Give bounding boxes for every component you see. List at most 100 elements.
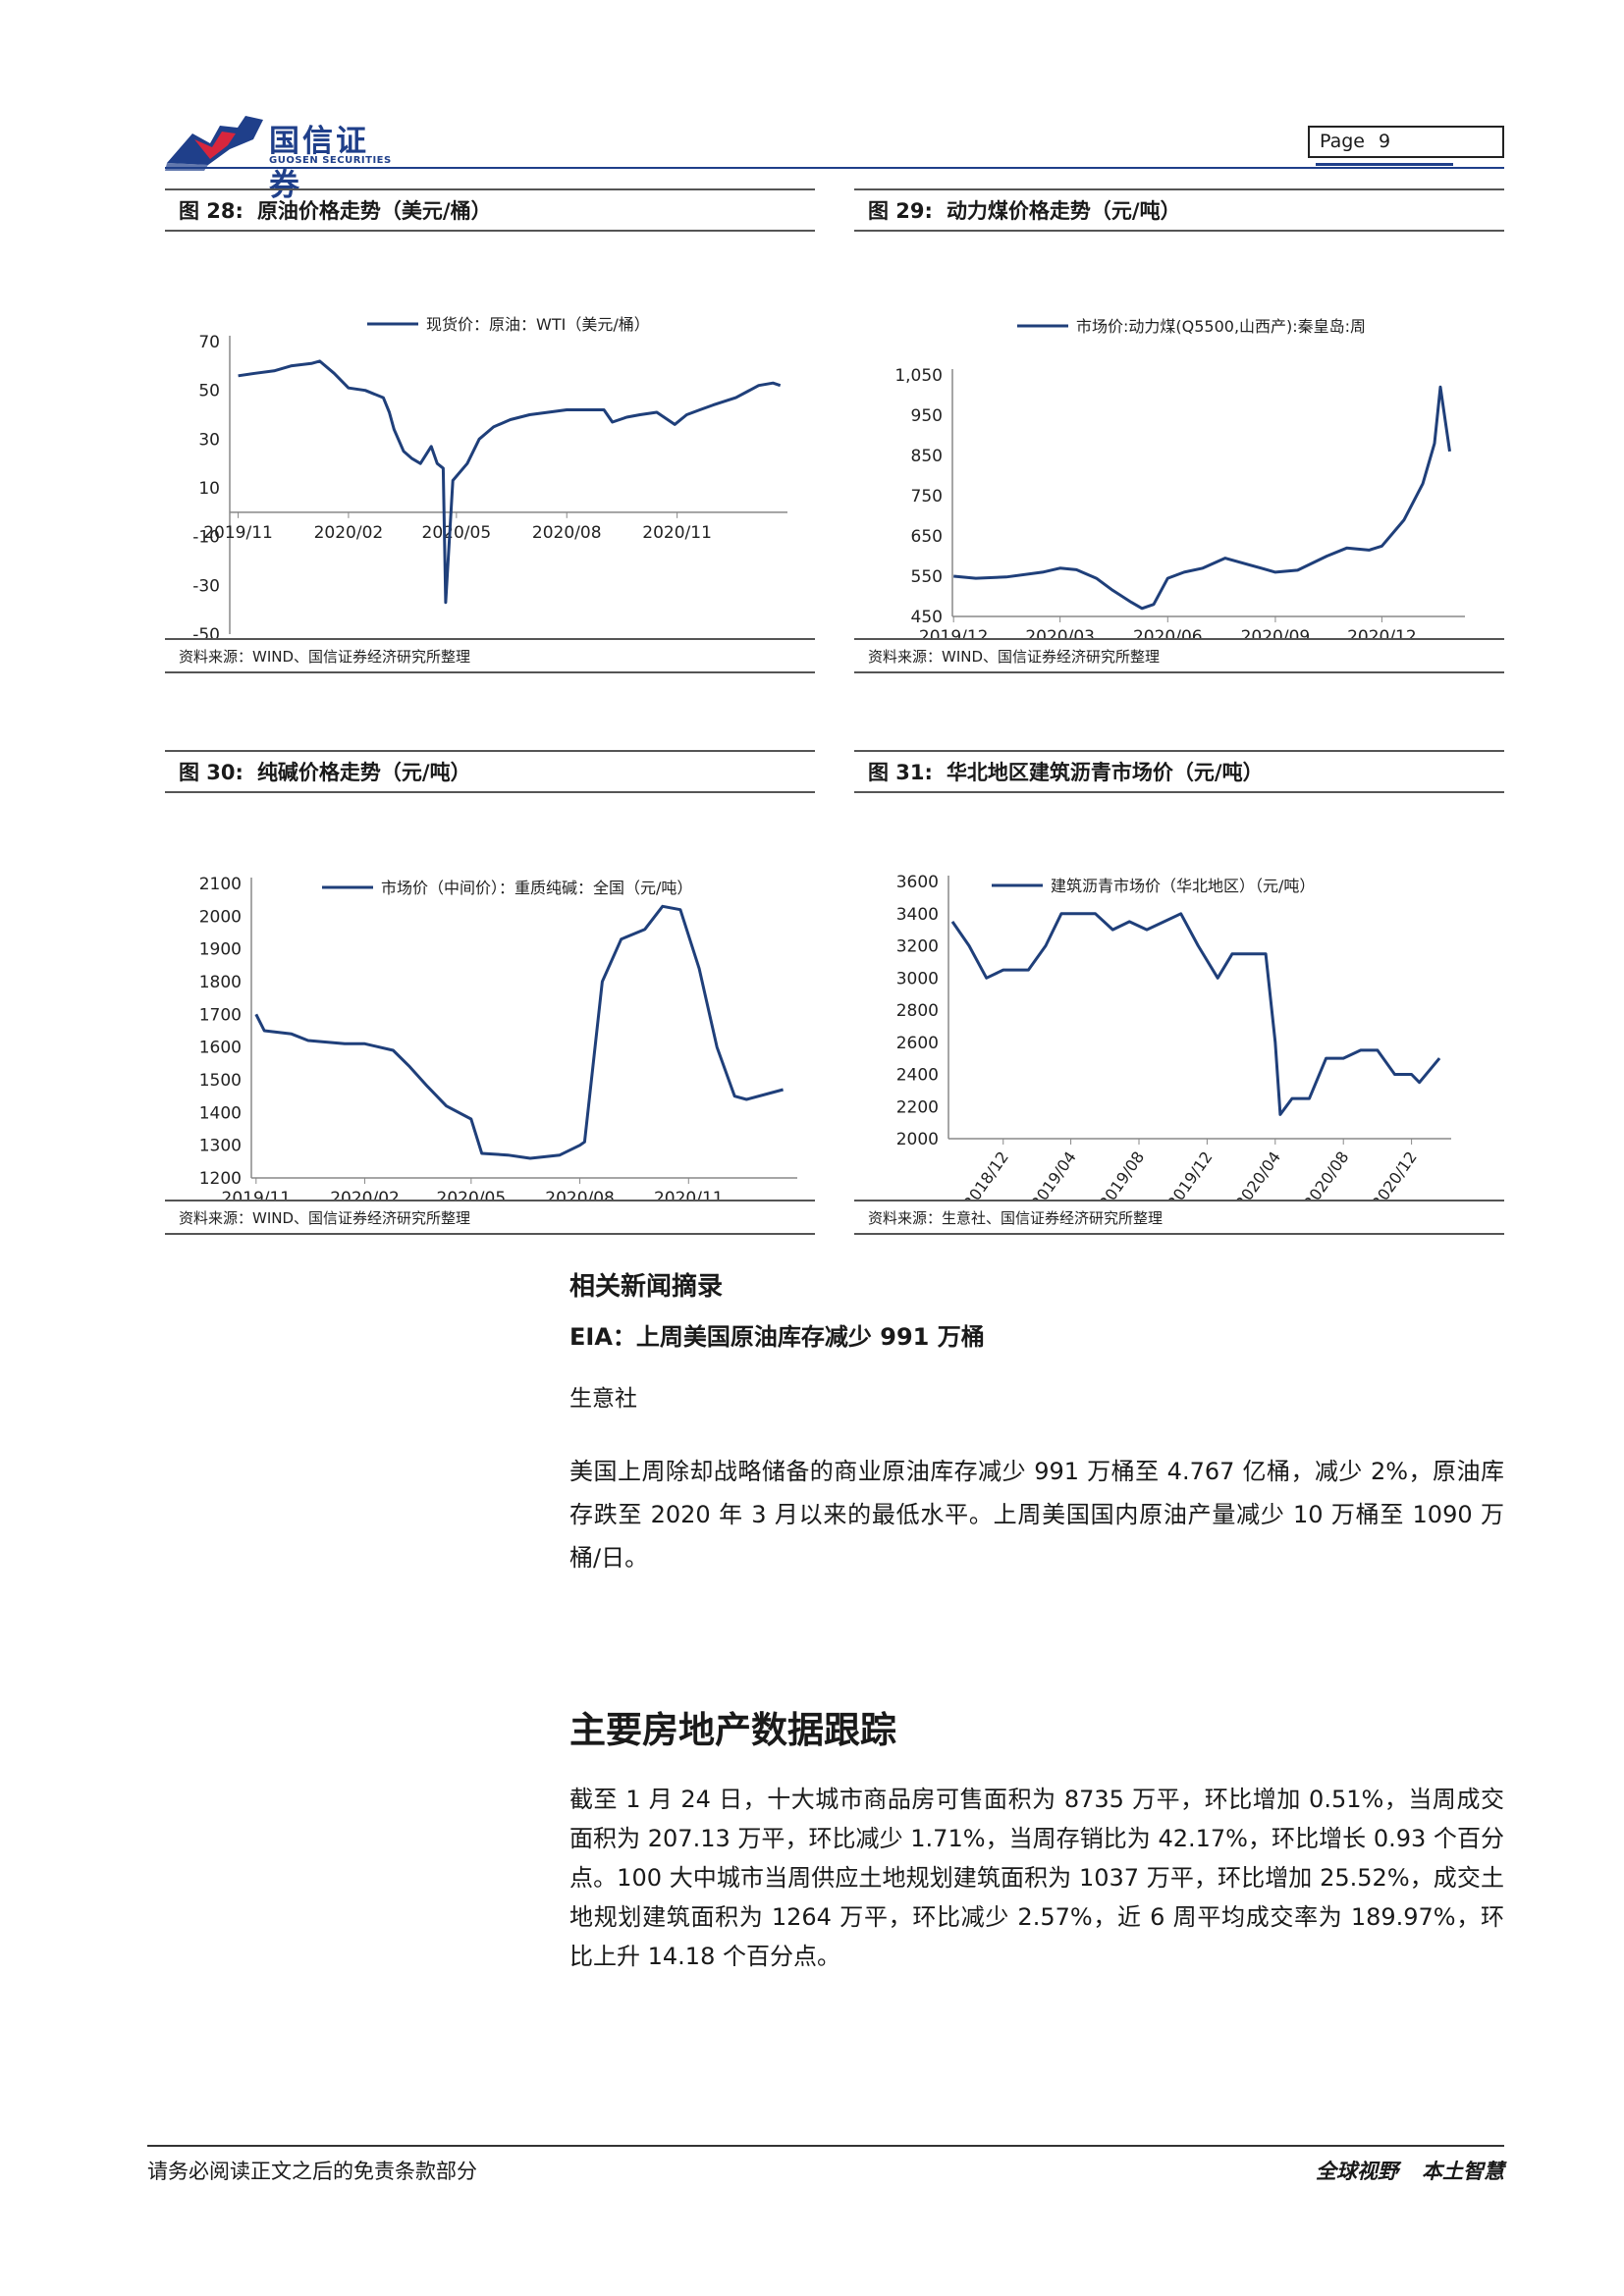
figure-30: 图 30: 纯碱价格走势（元/吨） 市场价（中间价）：重质纯碱：全国（元/吨） 21… xyxy=(165,750,815,1235)
x-tick-label: 2019/12 xyxy=(1164,1148,1217,1200)
y-tick-label: -50 xyxy=(192,625,220,638)
y-tick-label: 650 xyxy=(911,527,943,547)
news-body: 美国上周除却战略储备的商业原油库存减少 991 万桶至 4.767 亿桶，减少 … xyxy=(569,1458,1504,1572)
y-tick-label: -10 xyxy=(192,528,220,548)
series-line xyxy=(254,904,784,1160)
figure-title: 图 29: 动力煤价格走势（元/吨） xyxy=(854,188,1504,232)
realestate-section-title: 主要房地产数据跟踪 xyxy=(569,1708,896,1751)
y-tick-label: 1500 xyxy=(199,1071,242,1091)
y-tick-label: 2100 xyxy=(199,875,242,894)
y-tick-label: 550 xyxy=(911,567,943,587)
asphalt-price-chart: 建筑沥青市场价（华北地区）（元/吨） 3600 3400 3200 3000 2800 26… xyxy=(896,873,1451,1200)
x-tick-label: 2020/12 xyxy=(1368,1148,1421,1200)
x-tick-label: 2020/02 xyxy=(314,523,384,543)
legend-label: 市场价（中间价）：重质纯碱：全国（元/吨） xyxy=(381,879,692,897)
figure-source: 资料来源：WIND、国信证券经济研究所整理 xyxy=(165,638,815,673)
x-tick-label: 2020/05 xyxy=(437,1189,507,1200)
y-tick-label: 3200 xyxy=(896,937,939,957)
footer-disclaimer: 请务必阅读正文之后的免责条款部分 xyxy=(147,2160,477,2183)
figure-title: 图 28: 原油价格走势（美元/桶） xyxy=(165,188,815,232)
x-tick-label: 2019/04 xyxy=(1027,1148,1080,1200)
y-tick-label: 1300 xyxy=(199,1137,242,1156)
header-rule xyxy=(165,167,1504,169)
header-accent-rule xyxy=(1316,163,1453,166)
footer-slogan: 全球视野 本土智慧 xyxy=(1316,2156,1504,2185)
y-tick-label: 750 xyxy=(911,487,943,507)
y-tick-label: 1900 xyxy=(199,940,242,960)
figure-caption: 华北地区建筑沥青市场价（元/吨） xyxy=(946,761,1264,784)
x-tick-label: 2020/09 xyxy=(1241,627,1311,638)
y-tick-label: 1700 xyxy=(199,1005,242,1025)
figure-number: 图 31: xyxy=(868,761,933,784)
legend-label: 现货价：原油：WTI（美元/桶） xyxy=(426,315,650,334)
y-tick-label: 850 xyxy=(911,447,943,466)
series-line xyxy=(238,359,782,605)
x-tick-label: 2020/02 xyxy=(330,1189,400,1200)
y-tick-label: 3600 xyxy=(896,873,939,892)
x-tick-label: 2019/12 xyxy=(919,627,989,638)
y-tick-label: 2000 xyxy=(896,1130,939,1149)
y-tick-label: 1800 xyxy=(199,973,242,992)
y-tick-label: 1600 xyxy=(199,1039,242,1058)
footer-rule xyxy=(147,2145,1504,2147)
figure-29: 图 29: 动力煤价格走势（元/吨） 市场价:动力煤(Q5500,山西产):秦皇岛… xyxy=(854,188,1504,673)
figure-caption: 纯碱价格走势（元/吨） xyxy=(256,761,471,784)
figure-title: 图 30: 纯碱价格走势（元/吨） xyxy=(165,750,815,793)
x-tick-label: 2020/08 xyxy=(545,1189,615,1200)
y-tick-label: 3000 xyxy=(896,969,939,988)
figure-number: 图 30: xyxy=(179,761,244,784)
legend-label: 市场价:动力煤(Q5500,山西产):秦皇岛:周 xyxy=(1076,317,1366,336)
x-tick-label: 2020/11 xyxy=(642,523,712,543)
logo-emblem-icon xyxy=(165,116,263,171)
y-tick-label: -30 xyxy=(192,576,220,596)
y-tick-label: 2600 xyxy=(896,1034,939,1053)
y-tick-label: 450 xyxy=(911,608,943,627)
oil-price-chart: 现货价：原油：WTI（美元/桶） 70 50 30 10 -10 -30 -50 2019/11… xyxy=(192,315,787,638)
news-source: 生意社 xyxy=(569,1386,637,1412)
x-tick-label: 2020/06 xyxy=(1133,627,1203,638)
figure-source: 资料来源：WIND、国信证券经济研究所整理 xyxy=(854,638,1504,673)
x-tick-label: 2019/08 xyxy=(1096,1148,1149,1200)
y-tick-label: 950 xyxy=(911,406,943,426)
logo-english-name: GUOSEN SECURITIES xyxy=(269,155,392,166)
figure-number: 图 28: xyxy=(179,199,244,223)
page-label: Page xyxy=(1320,131,1365,152)
y-tick-label: 3400 xyxy=(896,905,939,925)
figure-number: 图 29: xyxy=(868,199,933,223)
series-line xyxy=(953,385,1451,611)
news-section-title: 相关新闻摘录 xyxy=(569,1272,724,1302)
figure-caption: 原油价格走势（美元/桶） xyxy=(256,199,492,223)
x-tick-label: 2020/08 xyxy=(532,523,602,543)
x-tick-label: 2020/04 xyxy=(1231,1148,1284,1200)
figure-source: 资料来源：WIND、国信证券经济研究所整理 xyxy=(165,1200,815,1235)
y-tick-label: 1200 xyxy=(199,1169,242,1189)
figure-28: 图 28: 原油价格走势（美元/桶） 现货价：原油：WTI（美元/桶） 70 50 30… xyxy=(165,188,815,673)
y-tick-label: 2400 xyxy=(896,1066,939,1086)
page-number-box: Page 9 xyxy=(1308,126,1504,158)
y-tick-label: 30 xyxy=(198,430,220,450)
x-tick-label: 2019/11 xyxy=(203,523,273,543)
x-tick-label: 2020/03 xyxy=(1025,627,1095,638)
y-tick-label: 70 xyxy=(198,333,220,352)
x-tick-label: 2018/12 xyxy=(959,1148,1012,1200)
figure-31: 图 31: 华北地区建筑沥青市场价（元/吨） 建筑沥青市场价（华北地区）（元/吨）… xyxy=(854,750,1504,1235)
figure-caption: 动力煤价格走势（元/吨） xyxy=(946,199,1181,223)
y-tick-label: 1,050 xyxy=(894,366,943,386)
y-tick-label: 1400 xyxy=(199,1103,242,1123)
page-number: 9 xyxy=(1379,131,1391,152)
series-line xyxy=(950,912,1441,1116)
footer-slogan-1: 全球视野 xyxy=(1316,2159,1398,2183)
footer-slogan-2: 本土智慧 xyxy=(1422,2159,1504,2183)
y-tick-label: 10 xyxy=(198,479,220,499)
coal-price-chart: 市场价:动力煤(Q5500,山西产):秦皇岛:周 1,050 950 850 750 65… xyxy=(894,317,1465,638)
realestate-body: 截至 1 月 24 日，十大城市商品房可售面积为 8735 万平，环比增加 0.… xyxy=(569,1786,1504,1970)
logo-chinese-name: 国信证券 xyxy=(269,124,369,203)
x-tick-label: 2020/11 xyxy=(654,1189,724,1200)
legend-label: 建筑沥青市场价（华北地区）（元/吨） xyxy=(1051,877,1315,895)
figure-title: 图 31: 华北地区建筑沥青市场价（元/吨） xyxy=(854,750,1504,793)
x-tick-label: 2020/12 xyxy=(1347,627,1417,638)
soda-ash-price-chart: 市场价（中间价）：重质纯碱：全国（元/吨） 2100 2000 1900 1800 170… xyxy=(199,875,797,1200)
x-tick-label: 2020/05 xyxy=(422,523,492,543)
x-tick-label: 2019/11 xyxy=(222,1189,292,1200)
news-headline: EIA：上周美国原油库存减少 991 万桶 xyxy=(569,1323,985,1351)
